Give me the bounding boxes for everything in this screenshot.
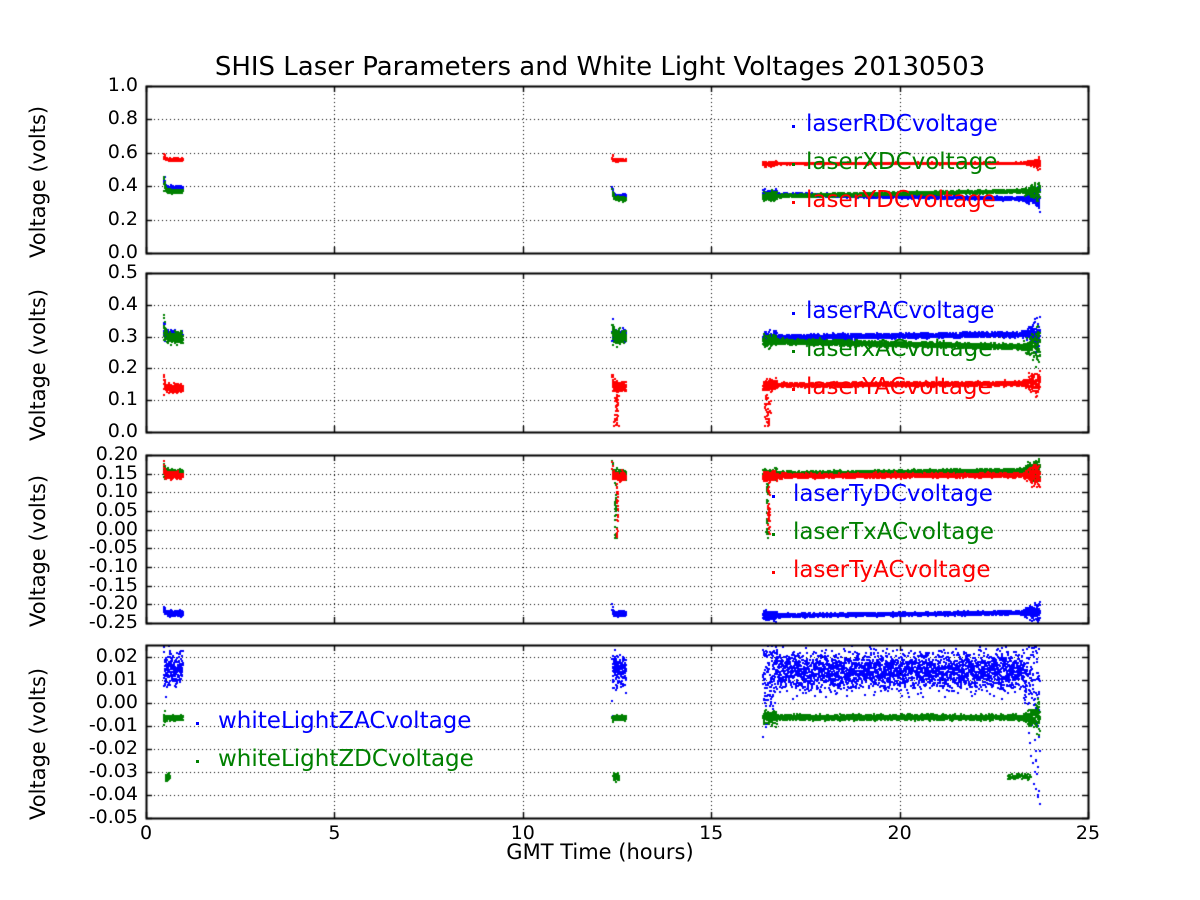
legend-entry-laserXDCvoltage: laserXDCvoltage <box>806 149 998 175</box>
x-tick-label: 25 <box>1075 822 1101 844</box>
legend-marker-laserTyACvoltage <box>772 571 775 574</box>
y-tick-label: 0.00 <box>95 690 138 713</box>
x-axis-label: GMT Time (hours) <box>506 840 694 864</box>
y-tick-label: 0.4 <box>107 292 138 315</box>
y-tick-label: 0.6 <box>107 140 138 163</box>
y-tick-label: 0.20 <box>95 443 138 465</box>
y-tick-label: -0.01 <box>88 713 138 736</box>
y-tick-label: 0.3 <box>107 324 138 347</box>
y-tick-label: -0.02 <box>88 736 138 759</box>
y-tick-label: 0.2 <box>107 207 138 230</box>
legend-marker-laserRACvoltage <box>792 312 795 315</box>
legend-entry-whiteLightZDCvoltage: whiteLightZDCvoltage <box>218 746 474 772</box>
y-tick-label: 0.2 <box>107 356 138 379</box>
y-tick-label: 0.0 <box>107 241 138 263</box>
legend-entry-laserRACvoltage: laserRACvoltage <box>806 298 995 324</box>
y-tick-label: 0.01 <box>95 667 138 690</box>
x-tick-label: 15 <box>699 822 724 844</box>
y-tick-label: -0.10 <box>88 555 138 577</box>
legend-entry-laserTyDCvoltage: laserTyDCvoltage <box>793 481 993 507</box>
y-tick-label: 1.0 <box>107 74 138 96</box>
y-tick-label: 0.15 <box>95 461 138 484</box>
y-tick-label: -0.25 <box>88 611 138 633</box>
legend-entry-whiteLightZACvoltage: whiteLightZACvoltage <box>218 708 472 734</box>
x-tick-label: 20 <box>887 822 912 844</box>
y-tick-label: -0.15 <box>88 573 138 596</box>
y-tick-label: 0.02 <box>95 644 138 667</box>
x-tick-label: 5 <box>328 822 341 844</box>
y-tick-label: -0.03 <box>88 759 138 782</box>
legend-entry-laserxACvoltage: laserxACvoltage <box>806 336 993 362</box>
y-tick-label: 0.8 <box>107 107 138 130</box>
x-tick-label: 10 <box>510 822 535 844</box>
y-tick-label: -0.04 <box>88 782 138 805</box>
y-tick-label: 0.4 <box>107 174 138 197</box>
legend-marker-laserYACvoltage <box>792 388 795 391</box>
legend-marker-laserTxACvoltage <box>772 533 775 536</box>
legend-entry-laserTyACvoltage: laserTyACvoltage <box>793 557 991 583</box>
legend-marker-laserTyDCvoltage <box>772 495 775 498</box>
legend-marker-laserXDCvoltage <box>792 163 795 166</box>
y-tick-label: 0.05 <box>95 499 138 521</box>
legend-marker-laserYDCvoltage <box>792 201 795 204</box>
y-tick-label: -0.20 <box>88 592 138 615</box>
legend-marker-laserxACvoltage <box>792 350 795 353</box>
chart-title: SHIS Laser Parameters and White Light Vo… <box>214 52 986 82</box>
legend-entry-laserYACvoltage: laserYACvoltage <box>806 374 992 400</box>
legend-entry-laserTxACvoltage: laserTxACvoltage <box>793 519 995 545</box>
legend-marker-whiteLightZACvoltage <box>196 722 199 725</box>
y-tick-label: 0.5 <box>107 261 138 283</box>
y-tick-label: 0.00 <box>95 517 138 540</box>
y-tick-label: 0.1 <box>107 388 138 411</box>
legend-entry-laserRDCvoltage: laserRDCvoltage <box>806 111 998 137</box>
y-tick-label: -0.05 <box>88 536 138 559</box>
x-tick-label: 0 <box>139 822 153 844</box>
y-tick-label: 0.10 <box>95 480 138 503</box>
legend-entry-laserYDCvoltage: laserYDCvoltage <box>806 187 996 213</box>
y-tick-label: 0.0 <box>107 420 138 442</box>
legend-marker-laserRDCvoltage <box>792 125 795 128</box>
legend-marker-whiteLightZDCvoltage <box>196 760 199 763</box>
y-tick-label: -0.05 <box>88 806 138 828</box>
